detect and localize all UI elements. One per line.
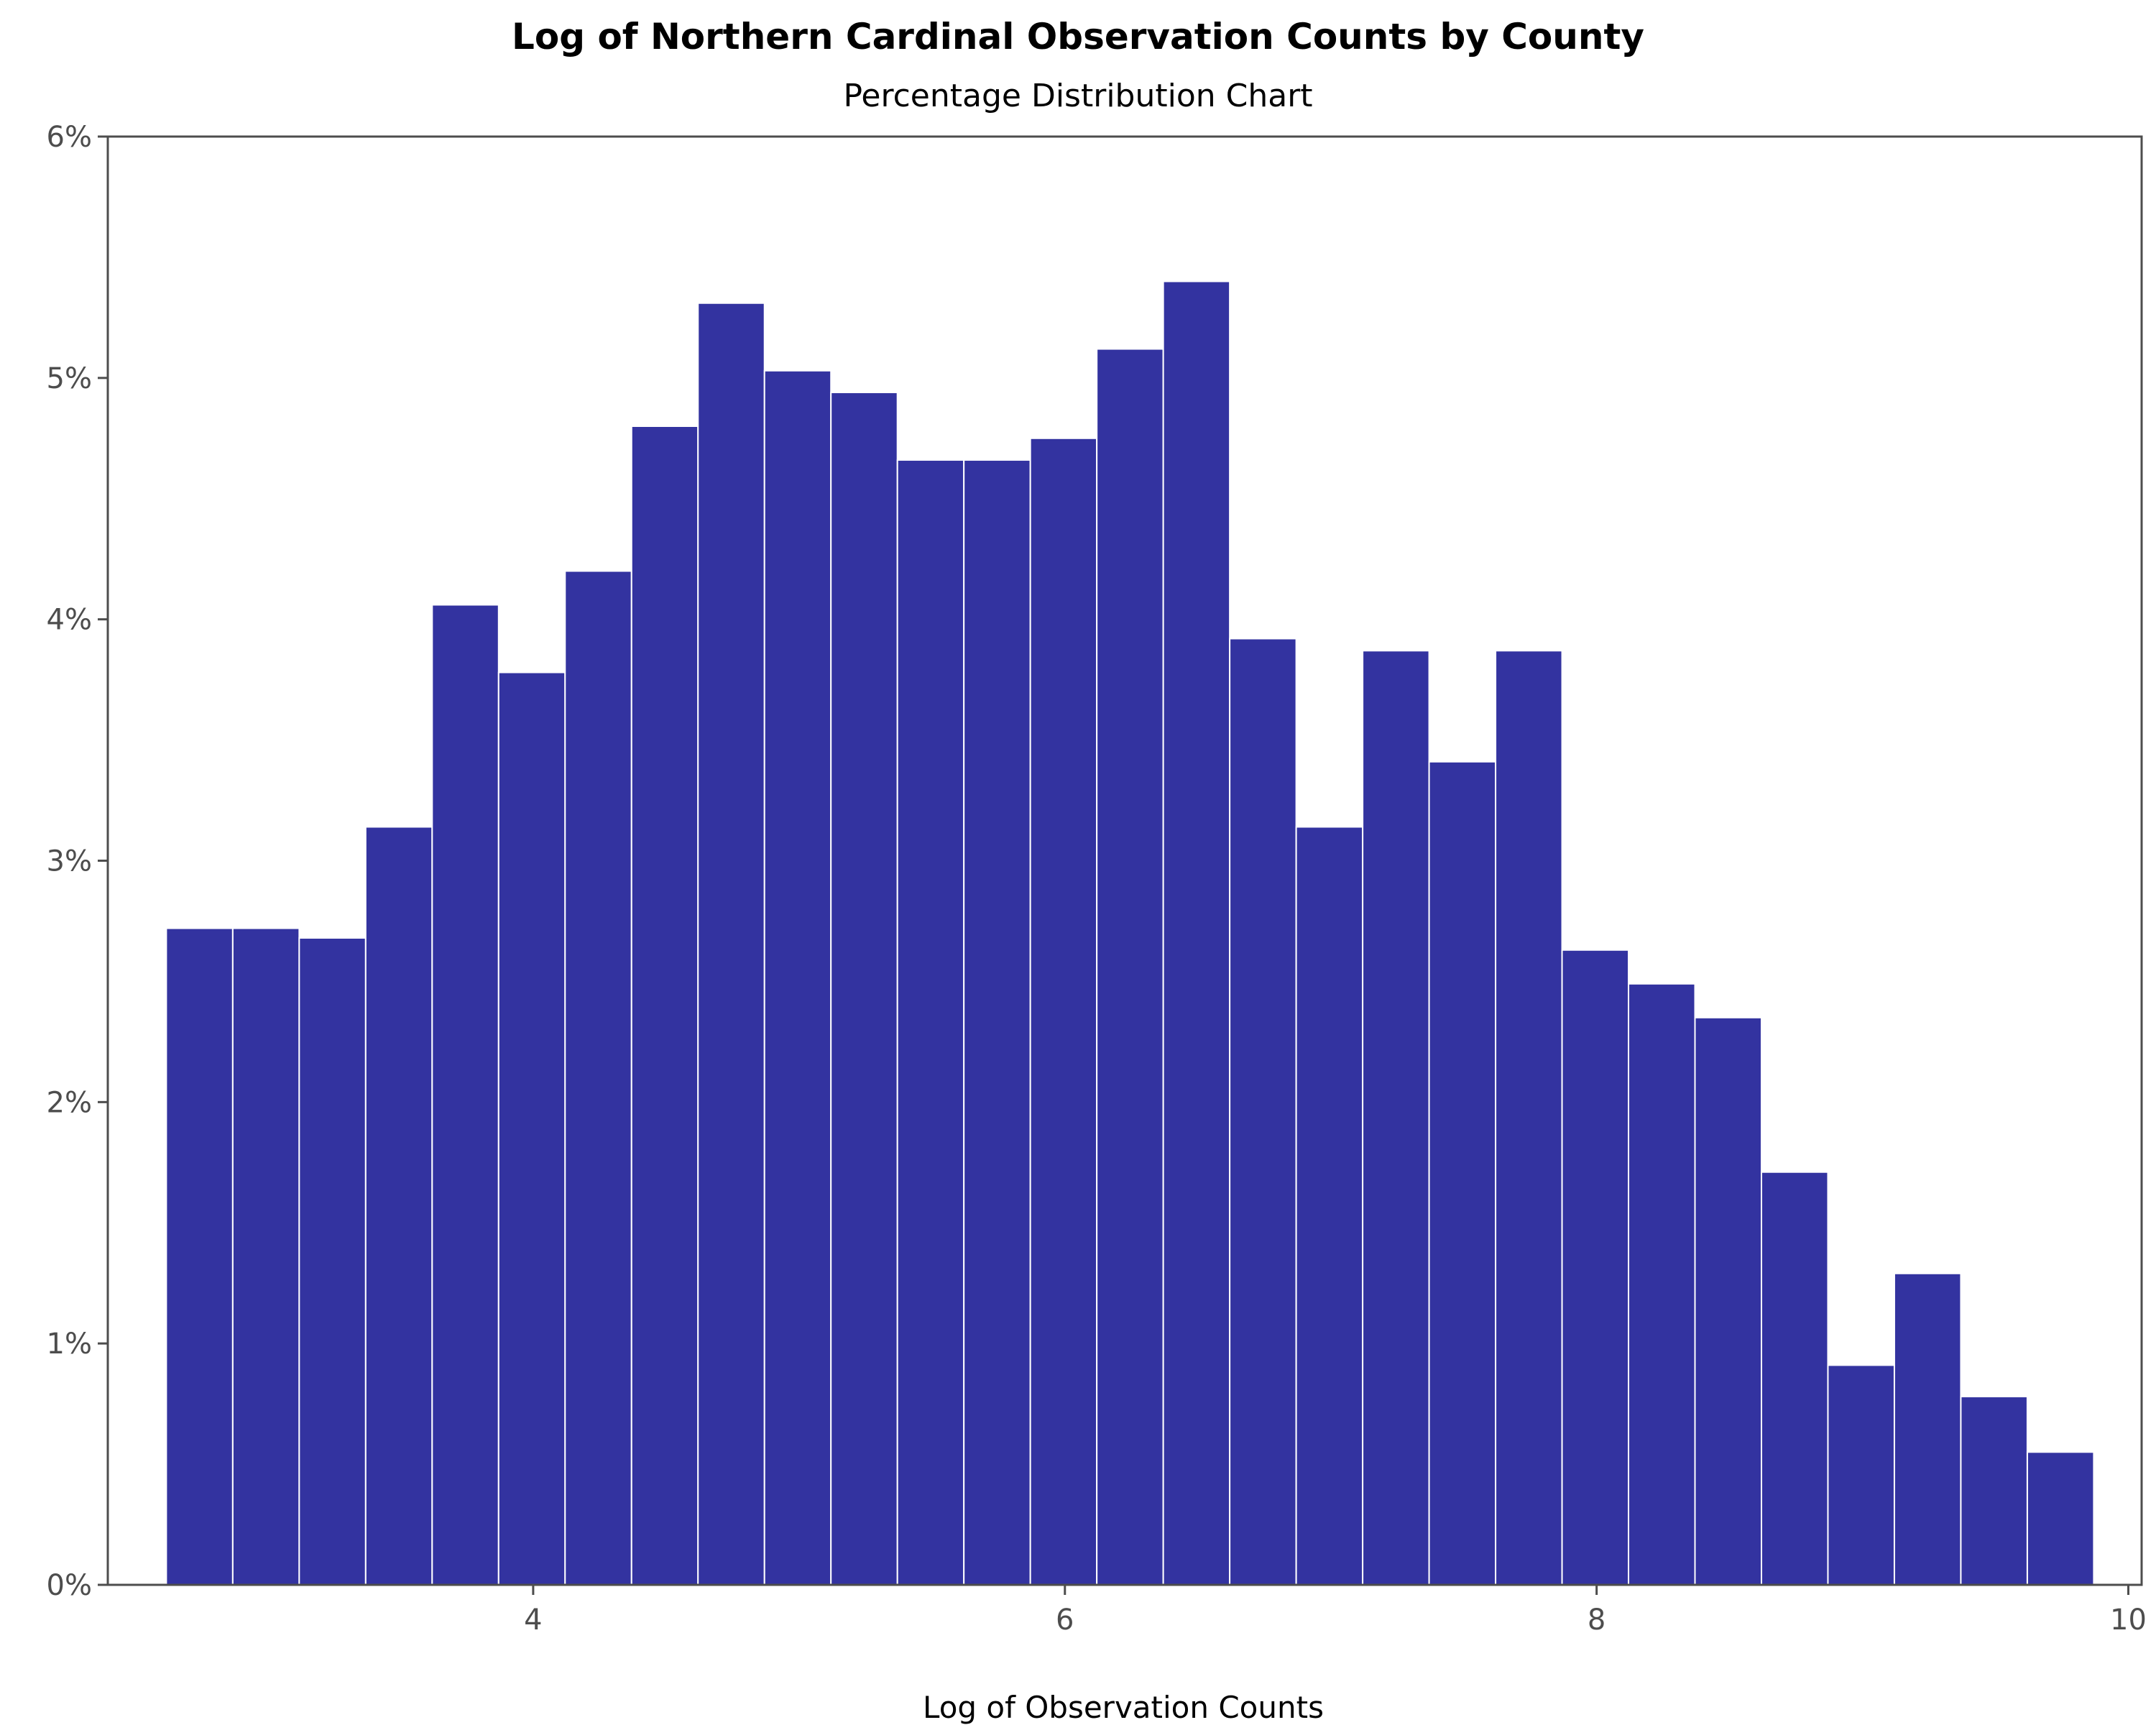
histogram-bar [1362,650,1430,1586]
histogram-bar [1096,348,1164,1586]
histogram-bar [364,826,433,1586]
x-tick-label: 8 [1588,1604,1606,1637]
histogram-bar [1229,638,1297,1586]
histogram-bar [1827,1364,1895,1586]
histogram-bar [431,604,499,1586]
y-tick-label: 6% [47,121,92,154]
x-tick-label: 10 [2110,1604,2147,1637]
histogram-bar [1428,760,1497,1586]
histogram-bar [231,927,300,1586]
histogram-bar [1960,1396,2028,1586]
histogram-bar [963,459,1031,1586]
histogram-bar [1495,650,1563,1586]
x-tick-label: 6 [1056,1604,1074,1637]
histogram-bar [165,927,234,1586]
histogram-bar [2026,1451,2095,1586]
histogram-bar [830,391,898,1586]
histogram-bar [564,570,632,1586]
y-tick-label: 0% [47,1569,92,1602]
histogram-bar [1893,1272,1962,1586]
x-axis-label: Log of Observation Counts [923,1690,1324,1725]
histogram-bar [1694,1016,1762,1586]
y-tick-label: 5% [47,362,92,395]
y-tick-label: 3% [47,845,92,878]
histogram-bar [1295,826,1364,1586]
y-tick-label: 4% [47,604,92,637]
chart-subtitle: Percentage Distribution Chart [843,78,1312,114]
histogram-bar [497,671,566,1586]
histogram-bar [1760,1171,1829,1586]
histogram-bar [1029,437,1098,1586]
histogram-bar [298,937,367,1586]
y-tick-label: 1% [47,1328,92,1361]
histogram-bar [896,459,965,1586]
chart-title: Log of Northern Cardinal Observation Cou… [512,16,1644,58]
histogram-bar [697,302,765,1586]
histogram-bar [630,426,699,1586]
x-tick-label: 4 [524,1604,542,1637]
y-tick-label: 2% [47,1086,92,1119]
axes-layer: 0% 1% 2% 3% 4% 5% 6% 4 6 8 10 [47,121,2147,1637]
histogram-bar [763,369,832,1586]
bars-layer [165,280,2095,1586]
histogram-bar [1162,280,1231,1586]
histogram-bar [1628,983,1696,1586]
histogram-bar [1561,949,1630,1586]
